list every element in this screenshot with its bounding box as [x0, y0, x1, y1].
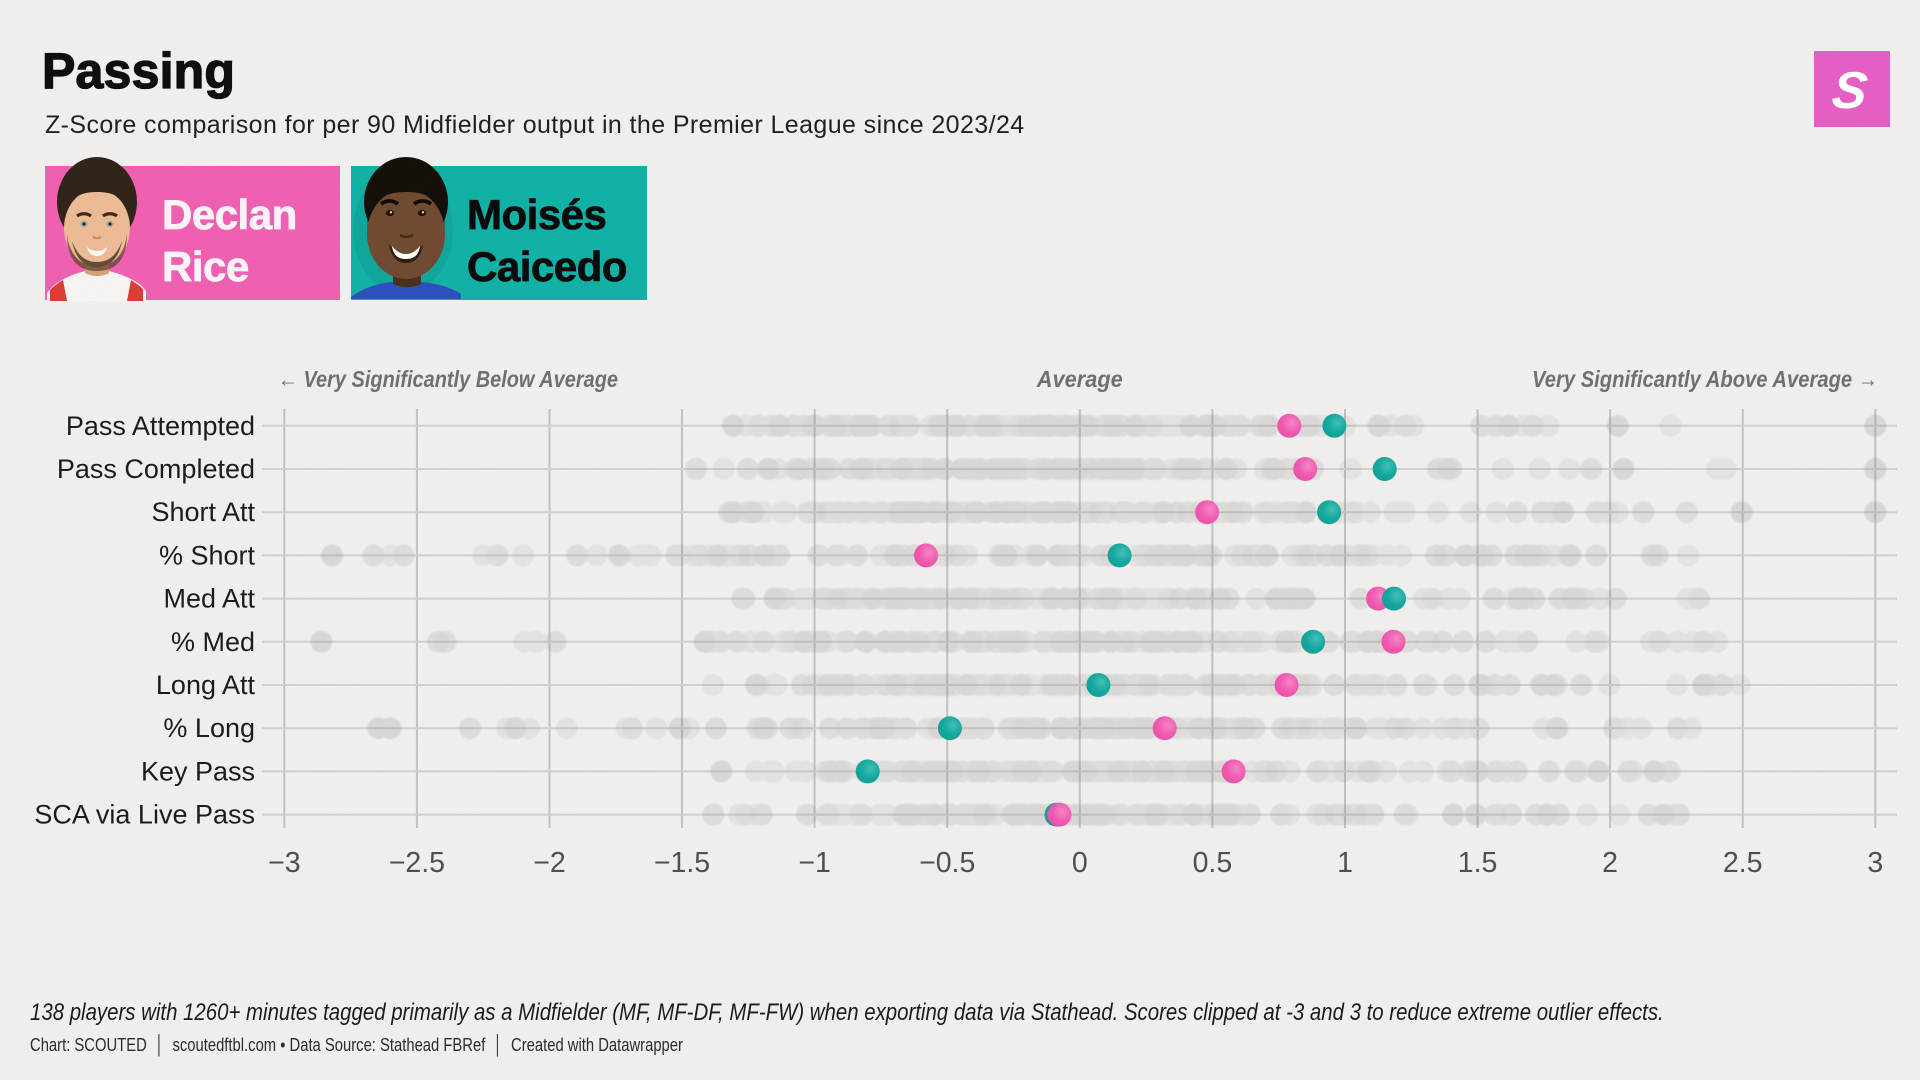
svg-text:−1: −1	[798, 847, 831, 879]
svg-text:−1.5: −1.5	[654, 847, 710, 879]
svg-text:Long Att: Long Att	[156, 670, 256, 700]
svg-text:1.5: 1.5	[1458, 847, 1498, 879]
svg-text:0: 0	[1072, 847, 1088, 879]
svg-text:% Short: % Short	[159, 540, 256, 570]
svg-text:−0.5: −0.5	[919, 847, 975, 879]
svg-text:% Med: % Med	[171, 627, 255, 657]
svg-text:3: 3	[1867, 847, 1883, 879]
svg-text:← Very Significantly Below Ave: ← Very Significantly Below Average	[278, 366, 618, 392]
svg-text:Very Significantly Above Avera: Very Significantly Above Average →	[1532, 366, 1878, 392]
svg-text:Pass Attempted: Pass Attempted	[66, 411, 255, 441]
svg-text:2.5: 2.5	[1723, 847, 1763, 879]
svg-text:Key Pass: Key Pass	[141, 756, 255, 786]
svg-text:SCA via Live Pass: SCA via Live Pass	[34, 800, 255, 830]
svg-text:−3: −3	[268, 847, 301, 879]
svg-text:−2: −2	[533, 847, 566, 879]
svg-text:Pass Completed: Pass Completed	[57, 454, 255, 484]
svg-text:2: 2	[1602, 847, 1618, 879]
svg-text:Short Att: Short Att	[151, 497, 255, 527]
svg-text:Average: Average	[1036, 366, 1123, 392]
svg-text:0.5: 0.5	[1193, 847, 1233, 879]
svg-text:1: 1	[1337, 847, 1353, 879]
svg-text:Med Att: Med Att	[163, 584, 255, 614]
svg-text:% Long: % Long	[163, 713, 255, 743]
svg-text:−2.5: −2.5	[389, 847, 445, 879]
